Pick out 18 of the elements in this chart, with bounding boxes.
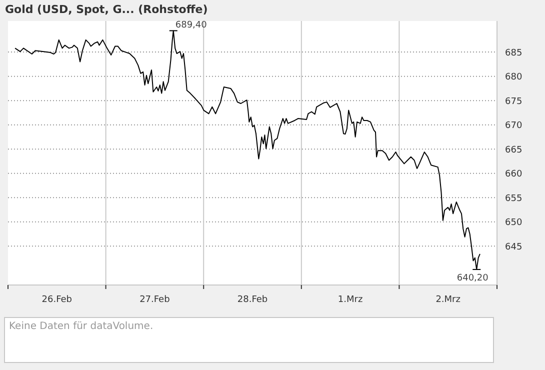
x-tick-label: 1.Mrz <box>338 295 363 305</box>
y-tick-label: 670 <box>505 121 522 132</box>
annotation: 689,40 <box>175 20 208 31</box>
annotation: 640,20 <box>456 273 489 284</box>
x-tick-label: 2.Mrz <box>436 295 461 305</box>
y-tick-label: 660 <box>505 170 522 180</box>
y-tick-label: 665 <box>505 145 522 156</box>
chart-title: Gold (USD, Spot, G... (Rohstoffe) <box>5 3 208 16</box>
y-tick-label: 685 <box>505 48 522 58</box>
y-tick-label: 675 <box>505 96 522 107</box>
y-tick-label: 655 <box>505 194 522 204</box>
y-tick-label: 645 <box>505 242 522 252</box>
x-tick-label: 26.Feb <box>42 295 72 305</box>
x-tick-label: 28.Feb <box>237 295 268 305</box>
x-tick-label: 27.Feb <box>140 295 170 305</box>
y-tick-label: 650 <box>505 218 522 228</box>
y-tick-label: 680 <box>505 72 522 83</box>
text: Keine Daten für dataVolume. <box>4 317 494 363</box>
